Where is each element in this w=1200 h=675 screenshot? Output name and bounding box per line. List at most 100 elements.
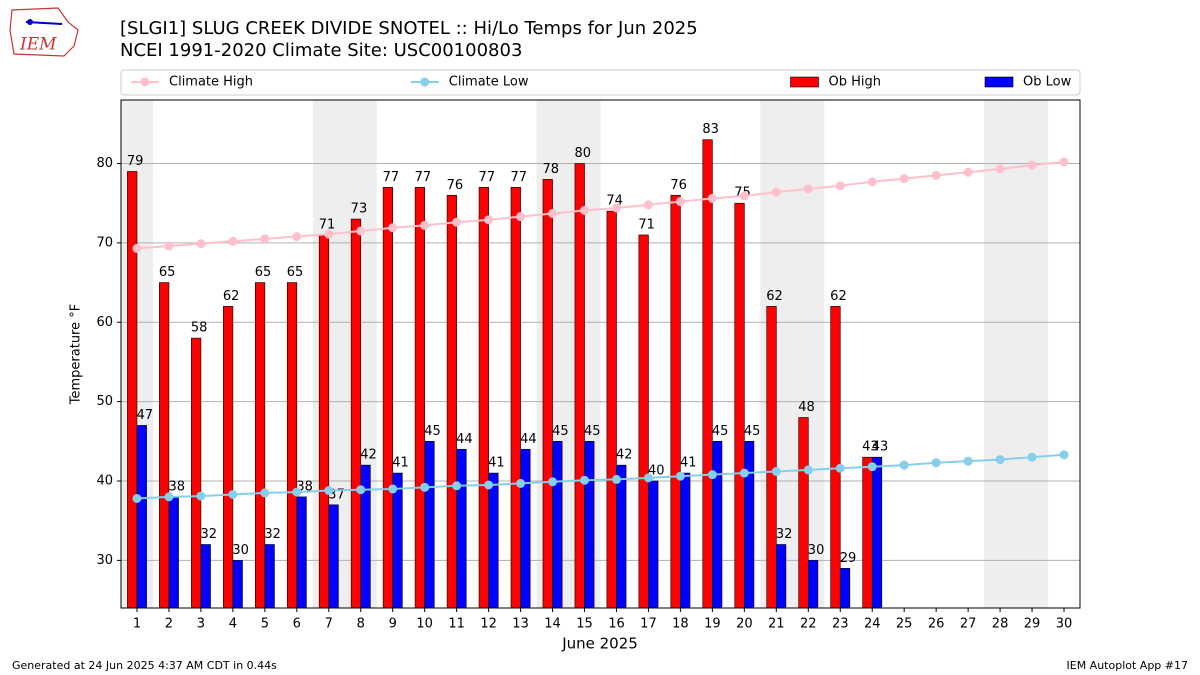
x-axis-label: June 2025 [561,635,638,653]
bar [766,306,777,609]
point [1059,157,1069,167]
data-label: 45 [712,424,729,439]
point [324,486,334,496]
bar [200,544,211,609]
data-label: 47 [137,408,154,423]
point [675,471,685,481]
line [136,160,1065,250]
x-tick-label: 27 [960,617,977,632]
bar [638,234,649,609]
x-tick-label: 7 [325,617,333,632]
bar [871,456,883,609]
bar [520,448,531,609]
point [931,458,941,468]
point [324,229,334,239]
x-tick-label: 21 [768,617,785,632]
legend-label: Climate Low [449,75,529,90]
bar [286,282,298,609]
bar [680,472,691,609]
x-tick-label: 24 [864,617,881,632]
x-tick-label: 1 [133,617,141,632]
x-tick-label: 5 [261,617,269,632]
x-tick-label: 29 [1024,617,1041,632]
bar [478,187,489,609]
point [739,468,749,478]
x-tick-label: 13 [512,617,529,632]
data-label: 32 [200,527,217,542]
point [548,209,558,219]
point [388,484,398,494]
bar [648,480,659,609]
point [995,455,1005,465]
bar [328,504,339,609]
bar [392,472,403,609]
data-label: 77 [383,170,400,185]
x-tick-label: 14 [544,617,561,632]
data-label: 42 [360,448,377,463]
point [803,184,813,194]
data-label: 30 [808,543,825,558]
line [136,453,1065,500]
point [452,481,462,491]
point [963,167,973,177]
bar [606,210,617,609]
bar [744,441,755,609]
bar [488,472,499,609]
point [611,203,621,213]
footer-right: IEM Autoplot App #17 [1067,659,1189,672]
x-tick-label: 20 [736,617,753,632]
bar [424,441,435,609]
point [643,200,653,210]
logo: IEM [9,7,79,57]
y-tick-label: 30 [96,553,113,568]
data-label: 80 [574,146,591,161]
data-label: 45 [584,424,601,439]
logo-dot [27,19,33,25]
point [420,220,430,230]
point [931,170,941,180]
point [132,243,142,253]
point [196,491,206,501]
bar [127,171,138,609]
data-label: 45 [744,424,761,439]
data-label: 58 [191,321,208,336]
bar [574,163,585,609]
data-label: 62 [766,289,783,304]
bar [264,544,275,609]
bar [191,337,202,609]
data-label: 30 [232,543,249,558]
bar [839,568,851,609]
data-label: 77 [415,170,432,185]
data-label: 71 [319,217,336,232]
bar [616,464,627,609]
x-tick-label: 9 [389,617,397,632]
point [484,480,494,490]
x-tick-label: 6 [293,617,301,632]
point [580,475,590,485]
x-tick-label: 18 [672,617,689,632]
data-label: 41 [392,456,409,471]
bar [510,187,521,609]
data-label: 77 [511,170,528,185]
point [867,462,877,472]
legend-label: Climate High [169,75,253,90]
x-tick-label: 28 [992,617,1009,632]
y-tick-label: 50 [96,394,113,409]
point [196,239,206,249]
chart-title: [SLGI1] SLUG CREEK DIVIDE SNOTEL :: Hi/L… [120,18,698,39]
x-tick-label: 22 [800,617,817,632]
point [388,223,398,233]
x-tick-label: 3 [197,617,205,632]
point [835,181,845,191]
x-tick-label: 8 [357,617,365,632]
y-tick-label: 70 [96,235,113,250]
weekend-shade [1016,100,1049,608]
data-label: 41 [488,456,505,471]
point [771,466,781,476]
point [516,478,526,488]
y-axis-label: Temperature °F [69,304,84,405]
bar [807,560,819,609]
x-tick-label: 4 [229,617,237,632]
bar [670,194,681,609]
